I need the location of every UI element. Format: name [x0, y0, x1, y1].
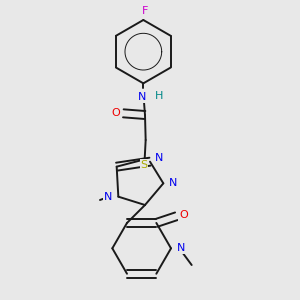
Text: N: N — [177, 243, 185, 253]
Text: O: O — [179, 210, 188, 220]
Text: F: F — [142, 6, 148, 16]
Text: O: O — [112, 108, 120, 118]
Text: N: N — [137, 92, 146, 102]
Text: S: S — [140, 160, 148, 170]
Text: H: H — [155, 91, 164, 101]
Text: N: N — [169, 178, 178, 188]
Text: N: N — [155, 153, 164, 163]
Text: N: N — [104, 192, 112, 202]
